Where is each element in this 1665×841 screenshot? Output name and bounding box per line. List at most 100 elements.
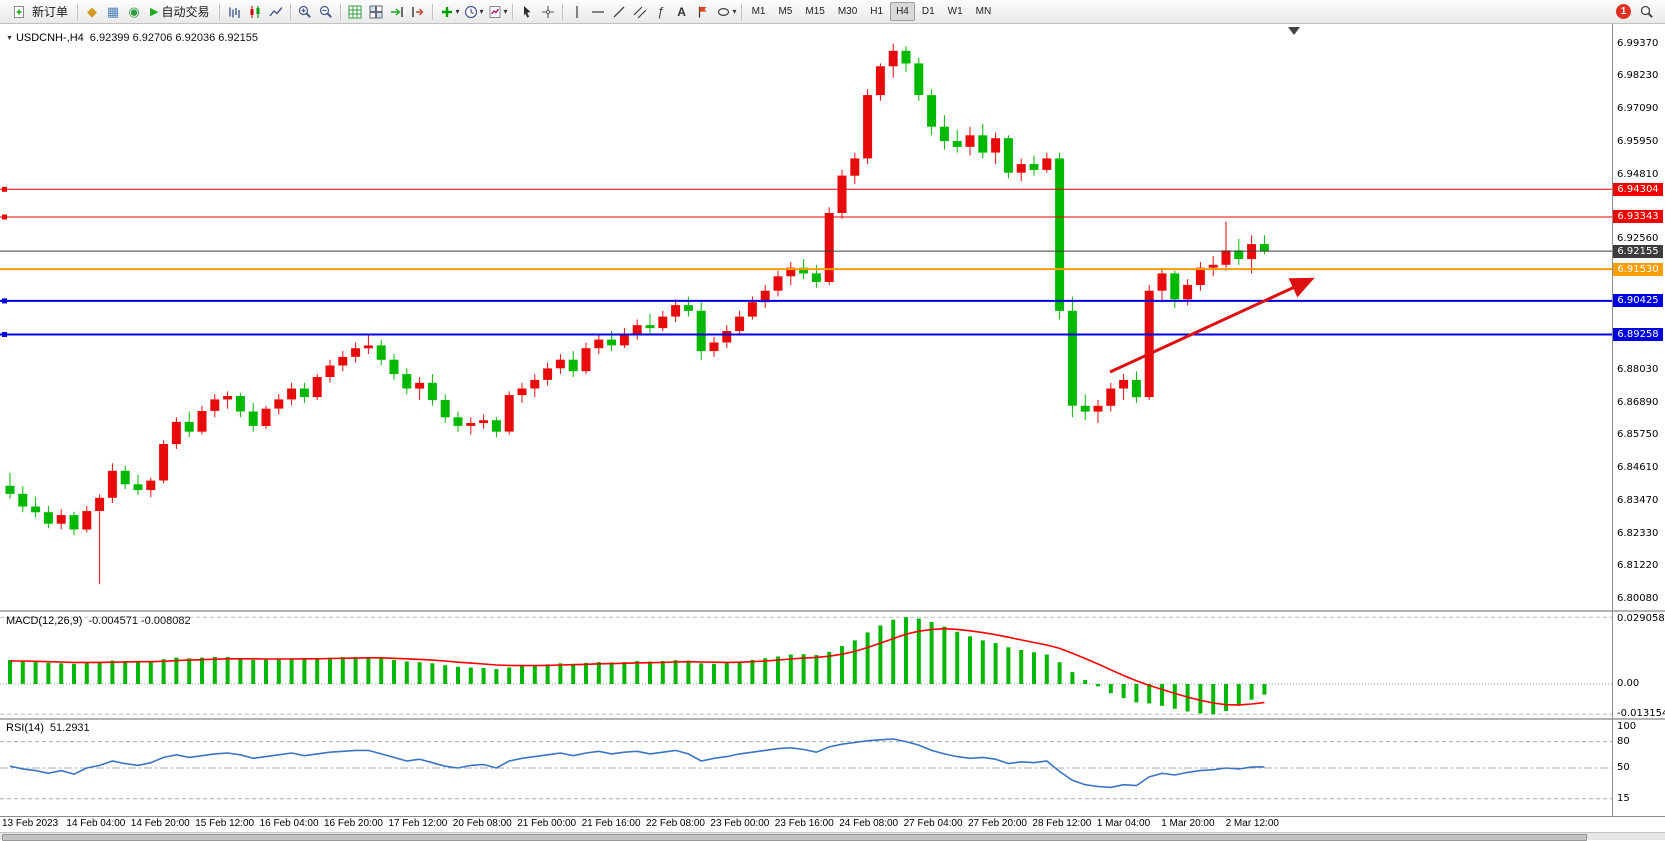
chevron-down-icon: ▾ [455, 7, 460, 16]
price-chart[interactable] [0, 24, 1612, 610]
time-axis-label: 1 Mar 20:00 [1161, 818, 1215, 829]
time-axis-label: 28 Feb 12:00 [1032, 818, 1092, 829]
notification-badge[interactable]: 1 [1616, 4, 1631, 19]
divider [339, 3, 341, 20]
time-axis-label: 17 Feb 12:00 [388, 818, 448, 829]
time-axis-label: 16 Feb 20:00 [324, 818, 383, 829]
chart-shift-marker [1288, 27, 1300, 35]
chart-shift-icon[interactable] [408, 2, 428, 22]
chevron-down-icon: ▾ [479, 7, 484, 16]
time-axis-label: 21 Feb 16:00 [581, 818, 641, 829]
new-chart-icon[interactable] [345, 2, 365, 22]
timeframe-h4[interactable]: H4 [890, 2, 915, 21]
text-tool-icon[interactable]: A [677, 4, 686, 19]
panel-splitter[interactable] [0, 610, 1665, 612]
rsi-chart[interactable] [0, 720, 1612, 816]
macd-label: MACD(12,26,9) [6, 615, 83, 627]
new-order-icon [9, 2, 29, 22]
time-axis-label: 14 Feb 20:00 [130, 818, 190, 829]
autotrading-button[interactable]: ▶ 自动交易 [145, 2, 214, 22]
time-axis-label: 22 Feb 08:00 [646, 818, 705, 829]
chart-title: ▼ USDCNH-,H4 6.92399 6.92706 6.92036 6.921… [6, 32, 258, 44]
price-badge: 6.89258 [1613, 327, 1663, 341]
time-axis-label: 13 Feb 2023 [2, 818, 59, 829]
symbol-period: USDCNH-,H4 [15, 32, 84, 44]
rsi-line [9, 738, 1265, 789]
price-badge: 6.93343 [1613, 210, 1663, 224]
trend-arrow-annotation[interactable] [1109, 277, 1315, 374]
periods-icon[interactable] [461, 2, 481, 22]
time-axis-label: 1 Mar 04:00 [1096, 818, 1151, 829]
chevron-down-icon: ▾ [732, 7, 737, 16]
divider [740, 3, 742, 20]
fibonacci-icon[interactable]: ƒ [656, 3, 665, 19]
divider [561, 3, 563, 20]
chart-window: ▼ USDCNH-,H4 6.92399 6.92706 6.92036 6.921… [0, 24, 1665, 841]
price-badge: 6.94304 [1613, 182, 1663, 196]
divider [511, 3, 513, 20]
time-axis-border [0, 816, 1665, 817]
macd-header: MACD(12,26,9) -0.004571 -0.008082 [6, 615, 191, 627]
time-axis-label: 15 Feb 12:00 [195, 818, 255, 829]
horizontal-line-icon[interactable] [588, 2, 608, 22]
templates-icon[interactable] [485, 2, 505, 22]
divider [289, 3, 291, 20]
zoom-out-icon[interactable] [316, 2, 336, 22]
macd-chart[interactable] [0, 612, 1612, 718]
toolbar: 新订单 ◆ ▦ ◉ ▶ 自动交易 ▾ ▾ ▾ [0, 0, 1665, 24]
timeframe-m15[interactable]: M15 [805, 6, 825, 17]
time-axis-label: 23 Feb 00:00 [710, 818, 770, 829]
trendline-icon[interactable] [609, 2, 629, 22]
time-axis-label: 14 Feb 04:00 [66, 818, 126, 829]
time-axis-label: 16 Feb 04:00 [259, 818, 319, 829]
timeframe-h1[interactable]: H1 [870, 6, 884, 17]
zoom-in-icon[interactable] [295, 2, 315, 22]
rsi-header: RSI(14) 51.2931 [6, 722, 90, 734]
time-axis-label: 27 Feb 20:00 [968, 818, 1027, 829]
market-watch-icon[interactable]: ▦ [106, 3, 120, 19]
autotrading-label: 自动交易 [161, 5, 210, 19]
equidistant-channel-icon[interactable] [630, 2, 650, 22]
horizontal-scrollbar[interactable] [0, 832, 1665, 841]
crosshair-icon[interactable] [538, 2, 558, 22]
search-icon[interactable] [1637, 2, 1657, 22]
time-axis-label: 27 Feb 04:00 [903, 818, 963, 829]
play-icon: ▶ [150, 5, 159, 18]
metaeditor-icon[interactable]: ◆ [87, 3, 98, 19]
rsi-label: RSI(14) [6, 722, 44, 734]
panel-splitter[interactable] [0, 718, 1665, 720]
vertical-line-icon[interactable] [567, 2, 587, 22]
timeframe-w1[interactable]: W1 [947, 6, 963, 17]
rsi-value: 51.2931 [49, 722, 90, 734]
price-badge: 6.90425 [1613, 294, 1663, 308]
price-badge: 6.91530 [1613, 262, 1663, 276]
cursor-icon[interactable] [517, 2, 537, 22]
collapse-icon[interactable]: ▼ [6, 35, 13, 42]
time-axis: 13 Feb 2023 14 Feb 04:00 14 Feb 20:00 15 Fe… [0, 818, 1665, 832]
candlestick-chart-icon[interactable] [245, 2, 265, 22]
timeframe-m5[interactable]: M5 [778, 6, 793, 17]
new-order-button[interactable]: 新订单 [4, 2, 73, 22]
shapes-icon[interactable] [714, 2, 734, 22]
macd-signal-line [10, 627, 1265, 706]
price-badge: 6.92155 [1613, 244, 1663, 258]
bar-chart-icon[interactable] [224, 2, 244, 22]
line-chart-icon[interactable] [266, 2, 286, 22]
time-axis-label: 23 Feb 16:00 [774, 818, 834, 829]
ohlc-values: 6.92399 6.92706 6.92036 6.92155 [89, 32, 258, 44]
auto-scroll-icon[interactable] [387, 2, 407, 22]
timeframe-d1[interactable]: D1 [921, 6, 935, 17]
macd-values: -0.004571 -0.008082 [88, 615, 191, 627]
label-icon[interactable] [693, 2, 713, 22]
candles [5, 43, 1269, 585]
timeframe-mn[interactable]: MN [975, 6, 992, 17]
indicators-icon[interactable] [437, 2, 457, 22]
navigator-icon[interactable]: ◉ [128, 3, 140, 19]
timeframe-m1[interactable]: M1 [751, 6, 766, 17]
chevron-down-icon: ▾ [503, 7, 508, 16]
divider [218, 3, 220, 20]
tile-windows-icon[interactable] [366, 2, 386, 22]
timeframe-m30[interactable]: M30 [837, 6, 858, 17]
time-axis-label: 20 Feb 08:00 [452, 818, 512, 829]
time-axis-label: 21 Feb 00:00 [517, 818, 577, 829]
